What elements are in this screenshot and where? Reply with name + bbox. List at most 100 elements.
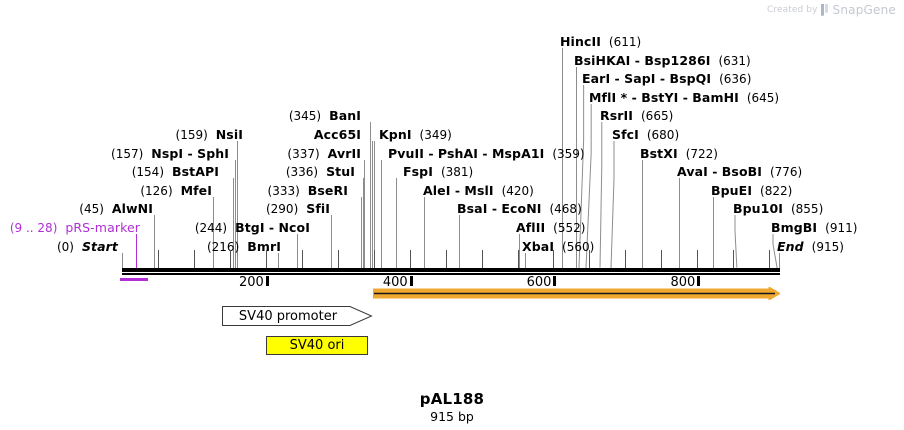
leader-line-bsihkai xyxy=(576,66,577,268)
enzyme-name: NsiI xyxy=(215,127,243,142)
enzyme-name: BstYI xyxy=(641,89,679,105)
annotation-position: (336) xyxy=(285,165,319,180)
annotation-label-xbai[interactable]: XbaI (560) xyxy=(522,238,594,254)
plasmid-length: 915 bp xyxy=(430,409,474,424)
annotation-label-nsii[interactable]: (159) NsiI xyxy=(175,127,243,143)
annotation-label-acc65i[interactable]: Acc65I xyxy=(314,128,361,142)
enzyme-name: SphI xyxy=(197,145,229,161)
annotation-label-alwni[interactable]: (45) AlwNI xyxy=(79,202,153,217)
annotation-label-start[interactable]: (0) Start xyxy=(57,239,118,254)
ruler-major-tick xyxy=(266,276,269,286)
annotation-label-fspi[interactable]: FspI (381) xyxy=(403,164,473,180)
annotation-label-prs-marker[interactable]: (9 .. 28) pRS-marker xyxy=(10,221,140,236)
ruler-major-tick xyxy=(697,276,700,286)
enzyme-name: SfiI xyxy=(306,201,330,217)
annotation-label-nspi[interactable]: (157) NspI - SphI xyxy=(111,145,229,161)
watermark-created-by: Created by xyxy=(767,5,818,15)
annotation-position: (776) xyxy=(769,165,803,180)
leader-line-fspi xyxy=(396,178,397,268)
enzyme-name: BsiHKAI xyxy=(574,52,631,68)
annotation-label-bpu10i[interactable]: Bpu10I (855) xyxy=(733,201,823,217)
annotation-position: (636) xyxy=(719,72,752,87)
ruler-minor-tick xyxy=(410,250,411,268)
enzyme-name: BmgBI xyxy=(771,220,818,235)
annotation-label-bseri[interactable]: (333) BseRI xyxy=(267,183,348,198)
leader-line-eari xyxy=(577,85,586,269)
leader-line-mfli xyxy=(584,103,593,269)
annotation-position: (468) xyxy=(549,202,582,217)
enzyme-name: HincII xyxy=(560,34,601,49)
watermark-brand: SnapGene xyxy=(832,3,896,17)
leader-line-btgi xyxy=(297,234,298,268)
annotation-position: (722) xyxy=(685,146,718,161)
annotation-label-mfli[interactable]: MflI * - BstYI - BamHI (645) xyxy=(589,89,779,105)
annotation-position: (349) xyxy=(419,128,452,142)
annotation-label-bsai[interactable]: BsaI - EcoNI (468) xyxy=(457,201,582,217)
annotation-label-kpni[interactable]: KpnI (349) xyxy=(379,128,452,143)
annotation-label-avai[interactable]: AvaI - BsoBI (776) xyxy=(677,164,803,180)
ruler-major-tick xyxy=(410,276,413,286)
annotation-label-stui[interactable]: (336) StuI xyxy=(285,165,355,180)
annotation-label-end[interactable]: End (915) xyxy=(777,239,844,254)
annotation-label-avrii[interactable]: (337) AvrII xyxy=(287,146,361,161)
leader-line-bpuei xyxy=(713,196,714,268)
leader-line-bsai xyxy=(459,215,460,268)
leader-line-bseri xyxy=(361,196,362,268)
enzyme-name: BsaI xyxy=(457,201,488,217)
ruler-minor-tick xyxy=(158,250,159,268)
leader-line-avai xyxy=(679,178,680,268)
feature-label-sv40-promoter: SV40 promoter xyxy=(238,309,338,324)
leader-line-nsii xyxy=(237,141,238,268)
enzyme-name: MfeI xyxy=(180,182,212,198)
annotation-position: (337) xyxy=(287,146,320,161)
annotation-label-rsrii[interactable]: RsrII (665) xyxy=(600,109,673,124)
annotation-position: (159) xyxy=(175,128,208,142)
annotation-label-pvuii[interactable]: PvuII - PshAI - MspA1I (359) xyxy=(388,146,585,161)
annotation-position: (333) xyxy=(267,183,300,198)
ruler-minor-tick xyxy=(338,250,339,268)
annotation-label-bani[interactable]: (345) BanI xyxy=(289,109,361,124)
enzyme-name: BpuEI xyxy=(711,182,753,198)
snapgene-logo-icon xyxy=(820,4,830,16)
annotation-label-sfci[interactable]: SfcI (680) xyxy=(612,128,679,143)
annotation-label-alei[interactable]: AleI - MslI (420) xyxy=(423,182,534,198)
leader-line-aflii xyxy=(519,234,520,268)
leader-line-bstxi xyxy=(642,159,643,268)
enzyme-name: MslI xyxy=(464,182,494,198)
annotation-label-bstxi[interactable]: BstXI (722) xyxy=(640,146,718,161)
ruler-minor-tick xyxy=(374,250,375,268)
annotation-label-btgi[interactable]: (244) BtgI - NcoI xyxy=(195,220,310,236)
annotation-label-bpuei[interactable]: BpuEI (822) xyxy=(711,182,792,198)
annotation-label-hincii[interactable]: HincII (611) xyxy=(560,34,641,50)
ruler-minor-tick xyxy=(302,250,303,268)
annotation-label-bmri[interactable]: (216) BmrI xyxy=(207,239,281,254)
ruler-minor-tick xyxy=(266,250,267,268)
leader-line-alei xyxy=(424,196,425,268)
enzyme-name: EarI xyxy=(582,71,611,87)
annotation-label-aflii[interactable]: AflII (552) xyxy=(516,221,585,236)
annotation-label-sfii[interactable]: (290) SfiI xyxy=(266,201,330,217)
feature-orange-feature[interactable] xyxy=(372,285,781,301)
feature-sv40-ori[interactable] xyxy=(266,336,368,355)
leader-line-alwni xyxy=(154,215,155,268)
name-separator: - xyxy=(627,89,642,105)
enzyme-name: AvaI xyxy=(677,164,708,180)
name-separator: - xyxy=(450,182,465,198)
feature-label-sv40-ori: SV40 ori xyxy=(289,338,345,353)
backbone-baseline xyxy=(122,273,780,275)
feature-sv40-promoter[interactable] xyxy=(222,306,373,326)
annotation-label-bstapi[interactable]: (154) BstAPI xyxy=(132,164,219,180)
enzyme-name: XbaI xyxy=(522,238,555,254)
enzyme-name: BstAPI xyxy=(171,164,219,180)
enzyme-name: FspI xyxy=(403,164,433,180)
enzyme-name: BtgI xyxy=(235,220,265,235)
enzyme-name: Bpu10I xyxy=(733,201,784,217)
leader-line-mfei xyxy=(213,196,214,268)
annotation-label-bsihkai[interactable]: BsiHKAI - Bsp1286I (631) xyxy=(574,52,751,68)
annotation-label-mfei[interactable]: (126) MfeI xyxy=(140,182,212,198)
annotation-label-eari[interactable]: EarI - SapI - BspQI (636) xyxy=(582,71,752,87)
name-separator: - xyxy=(678,89,693,105)
prs-marker-feature-bar[interactable] xyxy=(120,278,148,281)
ruler-tick-label: 600 xyxy=(526,275,552,290)
annotation-label-bmgbi[interactable]: BmgBI (911) xyxy=(771,220,857,236)
